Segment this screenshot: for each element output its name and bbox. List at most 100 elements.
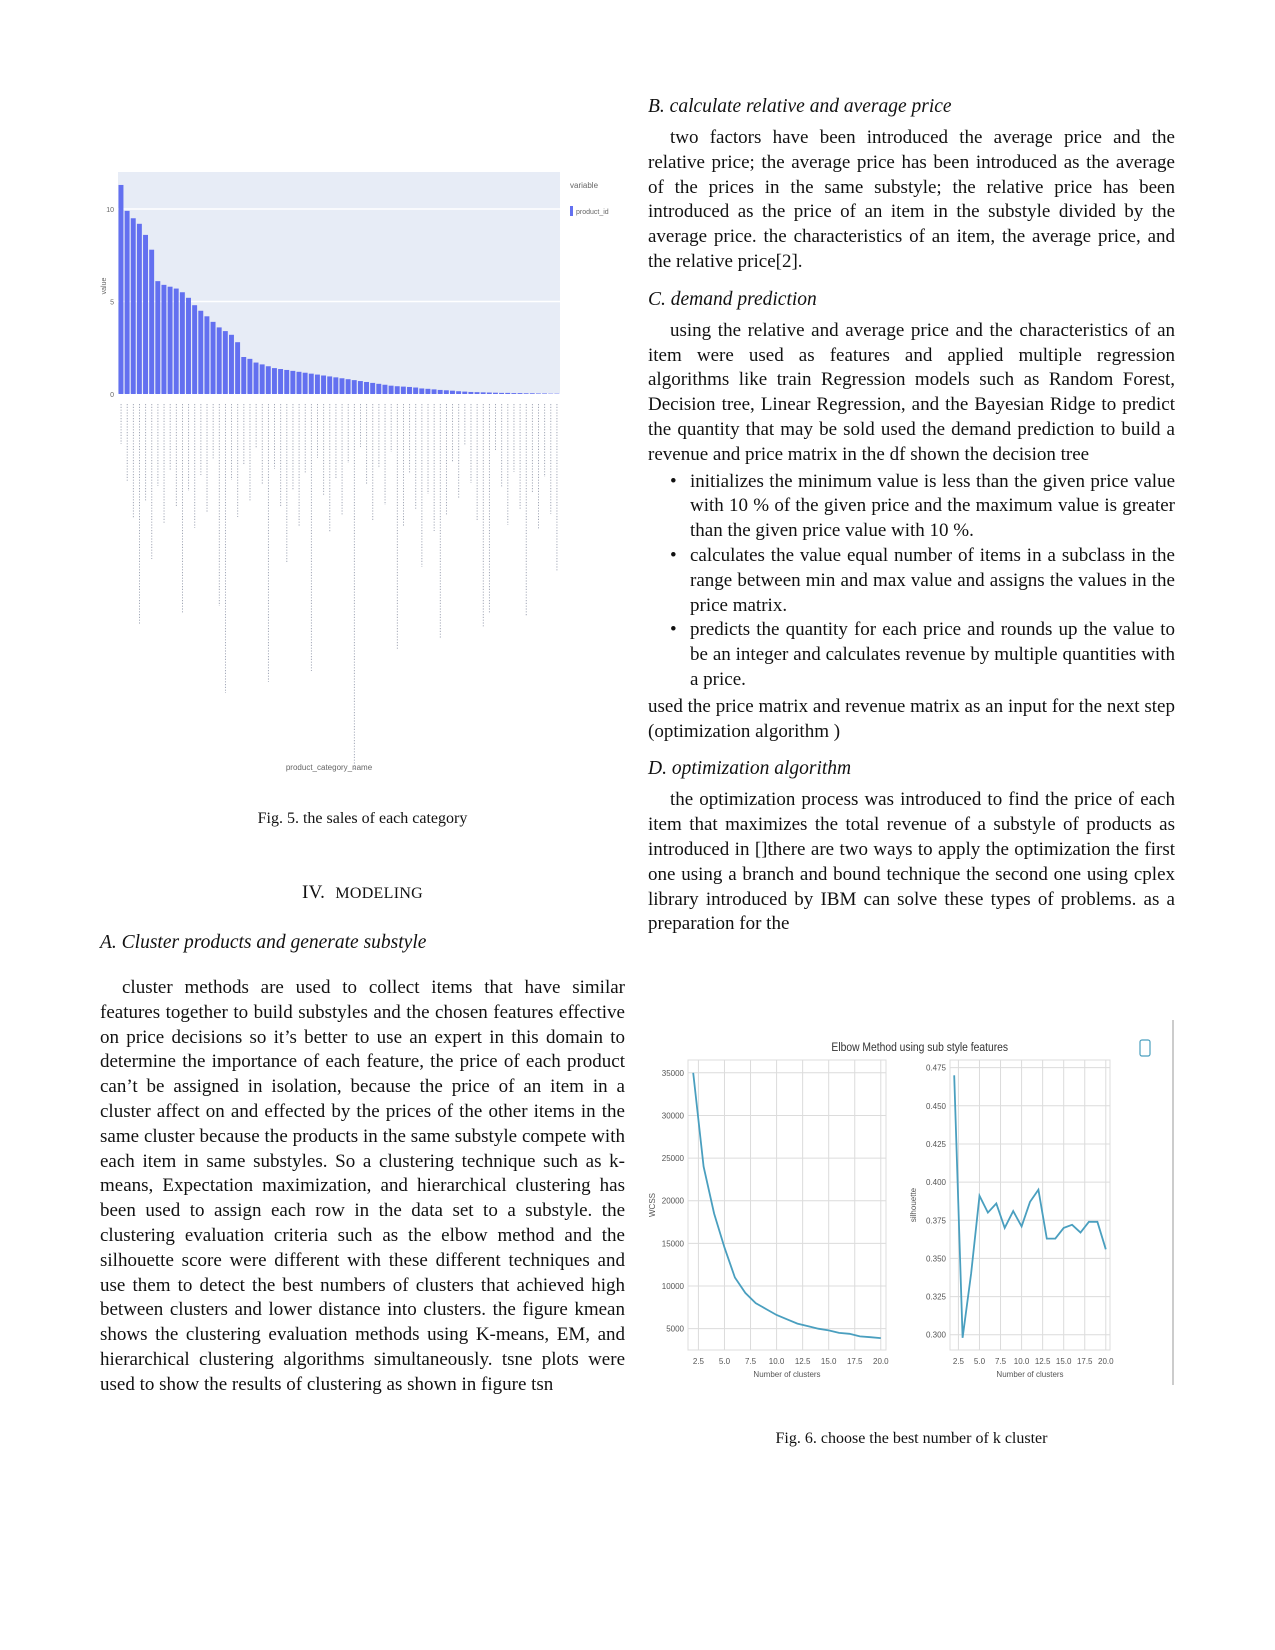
bar: [394, 386, 400, 394]
bar: [222, 331, 228, 394]
bar: [130, 218, 136, 394]
y-tick-label: 10000: [662, 1282, 685, 1291]
bar: [419, 388, 425, 394]
paragraph-c: using the relative and average price and…: [648, 319, 1175, 465]
y-tick-label: 0.300: [926, 1331, 947, 1340]
x-tick-label: 5.0: [974, 1357, 986, 1366]
x-tick-label: 17.5: [1077, 1357, 1093, 1366]
bar: [173, 288, 179, 394]
bullet-item: calculates the value equal number of ite…: [670, 544, 1175, 618]
paragraph-a: cluster methods are used to collect item…: [100, 977, 625, 1395]
bar: [425, 388, 431, 394]
y-tick-label: 30000: [662, 1111, 685, 1120]
subsection-a-heading: A. Cluster products and generate substyl…: [100, 932, 427, 953]
bar: [505, 392, 511, 394]
bar: [167, 286, 173, 394]
bar: [511, 393, 517, 394]
bar: [155, 281, 161, 394]
bar: [542, 393, 548, 394]
bar: [382, 384, 388, 394]
bar: [351, 380, 357, 394]
bar: [431, 389, 437, 394]
y-tick-label: 20000: [662, 1197, 685, 1206]
y-tick-label: 25000: [662, 1154, 685, 1163]
bar: [296, 371, 302, 394]
bar: [161, 284, 167, 394]
bar: [241, 357, 247, 394]
right-column: B. calculate relative and average price …: [648, 96, 1175, 937]
bar: [333, 377, 339, 394]
x-axis-label: Number of clusters: [996, 1370, 1063, 1379]
bullet-item: predicts the quantity for each price and…: [670, 618, 1175, 692]
x-tick-label: 2.5: [953, 1357, 965, 1366]
bar: [136, 223, 142, 394]
bar: [210, 321, 216, 394]
bar: [278, 369, 284, 394]
x-tick-label: 12.5: [1035, 1357, 1051, 1366]
section-number: IV.: [301, 882, 326, 903]
bar: [370, 382, 376, 394]
bar: [486, 392, 492, 394]
bar: [216, 327, 222, 394]
bar: [492, 392, 498, 394]
figure-5-bar-chart: 10 5 0 value product_category_name variable pr…: [101, 172, 609, 772]
bar: [271, 368, 277, 394]
bar: [376, 383, 382, 394]
y-axis-label: value: [101, 278, 108, 295]
y-tick-label: 5000: [666, 1325, 684, 1334]
y-tick-label: 0.425: [926, 1140, 947, 1149]
paragraph-b: two factors have been introduced the ave…: [648, 127, 1175, 272]
x-tick-label: 17.5: [847, 1357, 863, 1366]
y-tick-label: 0.450: [926, 1102, 947, 1111]
subsection-b-heading: B. calculate relative and average price: [648, 96, 952, 117]
bullet-list: initializes the minimum value is less th…: [648, 470, 1175, 693]
subsection-c-heading: C. demand prediction: [648, 288, 817, 310]
plot-frame: [949, 1059, 1111, 1351]
bar: [235, 342, 241, 394]
bar: [327, 376, 333, 394]
plot-frame: [687, 1059, 887, 1351]
bar: [247, 358, 253, 394]
y-tick-label: 0: [110, 392, 114, 399]
bar: [321, 375, 327, 394]
x-tick-label: 15.0: [1056, 1357, 1072, 1366]
bar: [308, 373, 314, 394]
bar: [456, 391, 462, 394]
section-name: MODELING: [335, 885, 424, 902]
bar: [124, 210, 130, 394]
x-tick-label: 20.0: [1098, 1357, 1114, 1366]
bar: [400, 386, 406, 394]
x-tick-label: 5.0: [719, 1357, 731, 1366]
bar: [364, 381, 369, 394]
bar: [314, 374, 320, 394]
legend-swatch: [570, 206, 573, 216]
bar: [462, 391, 468, 394]
bar: [523, 393, 529, 394]
bullet-item: initializes the minimum value is less th…: [670, 470, 1175, 544]
bar: [388, 385, 394, 394]
y-tick-label: 0.325: [926, 1293, 947, 1302]
figure-5-caption: Fig. 5. the sales of each category: [257, 810, 468, 827]
y-tick-label: 0.475: [926, 1064, 947, 1073]
bar: [468, 391, 474, 394]
bar: [535, 393, 541, 394]
bar: [290, 370, 296, 394]
x-tick-label: 2.5: [693, 1357, 705, 1366]
bar: [413, 387, 419, 394]
bar: [192, 305, 198, 394]
y-tick-label: 0.400: [926, 1178, 947, 1187]
series-line: [953, 1075, 1107, 1338]
bar: [118, 184, 124, 394]
bar: [253, 362, 259, 394]
bar: [345, 379, 351, 394]
paragraph-c2: used the price matrix and revenue matrix…: [648, 695, 1175, 742]
bar: [499, 392, 505, 394]
expand-icon[interactable]: [1139, 1039, 1151, 1057]
bar: [204, 316, 210, 394]
bar: [179, 292, 185, 394]
x-tick-label: 12.5: [795, 1357, 811, 1366]
bar: [474, 392, 480, 394]
y-axis-label: WCSS: [648, 1193, 657, 1217]
bar: [198, 310, 204, 394]
x-tick-label: 10.0: [1014, 1357, 1030, 1366]
